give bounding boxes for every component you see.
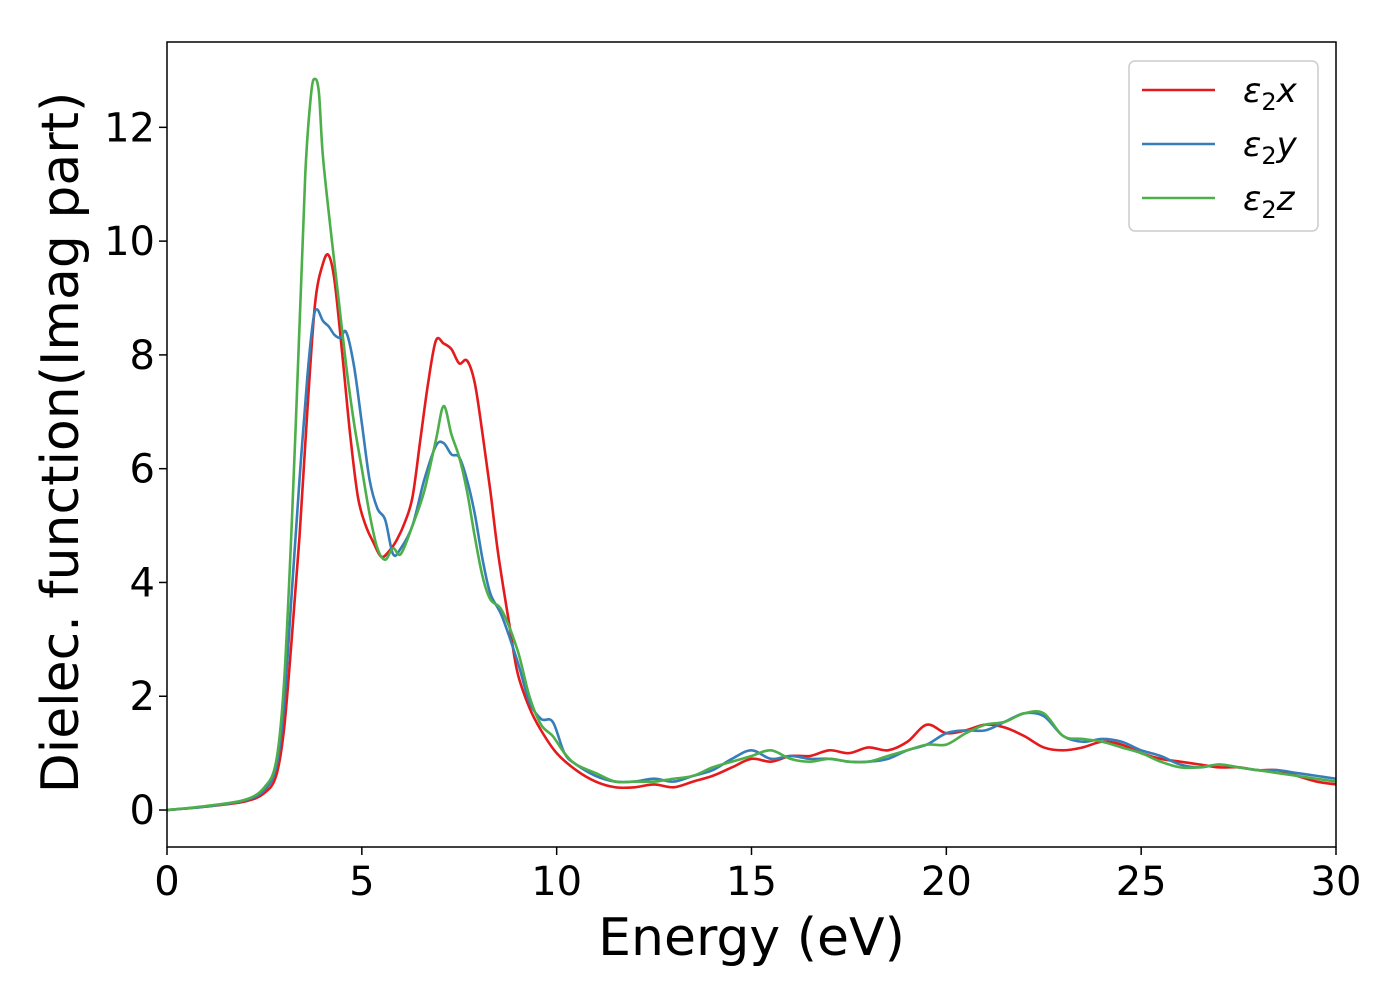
y-tick-label: 12 xyxy=(104,105,155,151)
series-line-x xyxy=(166,253,1337,812)
legend: ε2x ε2y ε2z xyxy=(1128,60,1319,232)
x-tick-label: 20 xyxy=(921,859,972,905)
x-axis-label: Energy (eV) xyxy=(598,908,905,968)
y-axis: 0 2 4 6 8 10 12 xyxy=(104,105,167,834)
x-tick-label: 5 xyxy=(349,859,374,905)
legend-label-y: ε2y xyxy=(1243,125,1298,170)
y-tick-label: 2 xyxy=(130,674,155,720)
y-tick-label: 8 xyxy=(130,333,155,379)
series-line-y xyxy=(166,308,1337,812)
plot-area xyxy=(166,77,1337,812)
y-axis-label: Dielec. function(Imag part) xyxy=(31,92,91,794)
x-tick-label: 10 xyxy=(531,859,582,905)
series-line-z xyxy=(166,77,1337,812)
legend-label-x: ε2x xyxy=(1243,71,1298,116)
x-tick-label: 25 xyxy=(1116,859,1167,905)
legend-label-z: ε2z xyxy=(1243,179,1296,224)
x-tick-label: 0 xyxy=(154,859,179,905)
legend-box xyxy=(1128,60,1319,232)
y-tick-label: 0 xyxy=(130,788,155,834)
x-tick-label: 15 xyxy=(726,859,777,905)
x-tick-label: 30 xyxy=(1311,859,1362,905)
x-axis: 0 5 10 15 20 25 30 xyxy=(154,847,1361,905)
y-tick-label: 10 xyxy=(104,219,155,265)
y-tick-label: 4 xyxy=(130,560,155,606)
y-tick-label: 6 xyxy=(130,447,155,493)
